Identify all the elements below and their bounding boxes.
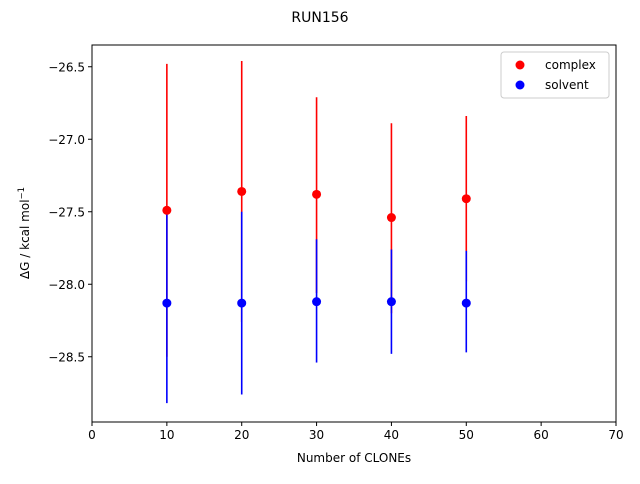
y-tick-label-0: −26.5: [48, 60, 85, 74]
complex-point-4: [461, 194, 471, 204]
complex-point-2: [312, 189, 322, 199]
legend: complex solvent: [500, 51, 610, 99]
x-tick-label-0: 0: [88, 428, 96, 442]
x-axis-label: Number of CLONEs: [297, 451, 411, 465]
solvent-point-2: [312, 297, 322, 307]
legend-label-complex: complex: [545, 58, 596, 72]
x-tick-label-3: 30: [309, 428, 324, 442]
x-tick-label-1: 10: [159, 428, 174, 442]
legend-label-solvent: solvent: [545, 78, 589, 92]
y-tick-label-2: −27.5: [48, 205, 85, 219]
x-tick-label-5: 50: [459, 428, 474, 442]
x-tick-label-7: 70: [608, 428, 623, 442]
legend-marker-complex: [515, 60, 525, 70]
y-tick-label-3: −28.0: [48, 278, 85, 292]
solvent-point-4: [461, 298, 471, 308]
solvent-point-1: [237, 298, 247, 308]
y-axis-label: ΔG / kcal mol−1: [17, 187, 32, 279]
y-tick-label-1: −27.0: [48, 133, 85, 147]
y-tick-label-4: −28.5: [48, 350, 85, 364]
y-axis-label-text: ΔG / kcal mol: [18, 199, 32, 279]
y-axis: −26.5 −27.0 −27.5 −28.0 −28.5: [48, 60, 92, 364]
legend-marker-solvent: [515, 80, 525, 90]
x-tick-label-4: 40: [384, 428, 399, 442]
x-axis: 0 10 20 30 40 50 60 70: [88, 422, 624, 442]
complex-point-3: [386, 213, 396, 223]
legend-frame: [500, 51, 610, 99]
x-tick-label-6: 60: [534, 428, 549, 442]
solvent-point-3: [386, 297, 396, 307]
solvent-point-0: [162, 298, 172, 308]
x-tick-label-2: 20: [234, 428, 249, 442]
complex-point-0: [162, 205, 172, 215]
chart-title: RUN156: [291, 10, 348, 26]
complex-point-1: [237, 186, 247, 196]
error-bars: [166, 60, 468, 404]
plot-frame: [91, 44, 617, 423]
y-axis-label-superscript: −1: [17, 187, 27, 200]
data-points: [162, 186, 471, 308]
